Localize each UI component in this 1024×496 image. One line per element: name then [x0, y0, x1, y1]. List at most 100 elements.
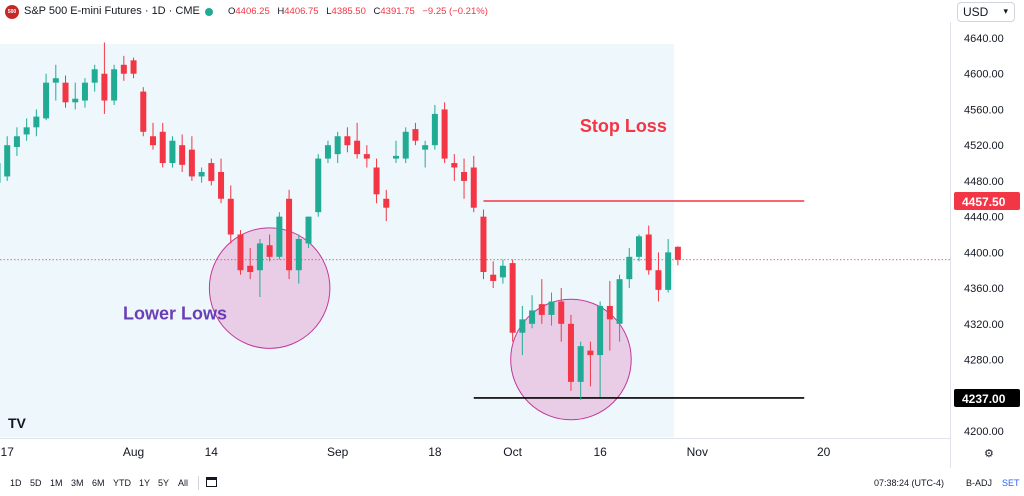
candle-body [558, 301, 565, 324]
candle [431, 104, 438, 150]
candle-body [451, 163, 458, 168]
candle-body [111, 69, 118, 101]
y-tick-label: 4200.00 [964, 426, 1004, 438]
timeframe-1y[interactable]: 1Y [139, 478, 151, 488]
timeframe-6m[interactable]: 6M [92, 478, 105, 488]
candle-body [655, 270, 662, 290]
candle-body [81, 82, 88, 101]
adjustment-toggle[interactable]: B-ADJ [966, 478, 993, 488]
candle [120, 55, 127, 81]
candle [509, 259, 516, 342]
candle [645, 225, 652, 275]
candle-body [412, 129, 419, 141]
gear-icon[interactable]: ⚙ [984, 448, 994, 460]
candle [286, 189, 293, 280]
session-toggle[interactable]: SET [1002, 478, 1020, 488]
candle-body [567, 323, 574, 382]
candle [218, 158, 225, 204]
x-tick-label: 16 [593, 445, 607, 459]
candle-body [334, 136, 341, 155]
candle [91, 64, 98, 92]
candle [140, 87, 147, 137]
candle-body [393, 155, 399, 159]
y-tick-label: 4320.00 [964, 319, 1004, 331]
candle-body [626, 256, 633, 280]
timeframe-1m[interactable]: 1M [50, 478, 63, 488]
candle [344, 127, 351, 153]
candle [587, 341, 594, 387]
candle-body [237, 234, 244, 271]
y-tick-label: 4400.00 [964, 247, 1004, 259]
candle [519, 305, 526, 356]
candle-body [62, 82, 69, 103]
clock[interactable]: 07:38:24 (UTC-4) [874, 478, 945, 488]
candle [499, 259, 506, 284]
candle-body [13, 136, 20, 147]
candle [23, 118, 30, 141]
candle-body [499, 265, 506, 278]
timeframe-ytd[interactable]: YTD [113, 478, 131, 488]
candle [461, 158, 468, 199]
candle [227, 185, 234, 244]
timeframe-1d[interactable]: 1D [10, 478, 22, 488]
timeframe-5y[interactable]: 5Y [158, 478, 170, 488]
candle-body [373, 167, 380, 195]
candle [597, 301, 604, 398]
ohlc-readout: O4406.25 H4406.75 L4385.50 C4391.75 −9.2… [228, 6, 488, 17]
candle-body [188, 149, 195, 177]
candle-body [363, 154, 370, 159]
open-label: O [228, 6, 236, 17]
candle-body [169, 140, 176, 164]
candle-body [23, 127, 30, 135]
candle [412, 122, 419, 146]
candle [198, 167, 205, 183]
candle-body [587, 350, 594, 356]
close-label: C [373, 6, 381, 17]
candle [159, 122, 166, 168]
symbol-logo[interactable]: 500 [5, 5, 19, 19]
candle-body [344, 136, 351, 146]
candle [179, 134, 186, 172]
candle-body [383, 198, 390, 208]
candle [655, 252, 662, 302]
candle-body [159, 131, 166, 164]
candle [315, 154, 322, 217]
y-tick-label: 4480.00 [964, 176, 1004, 188]
timeframe-all[interactable]: All [178, 478, 189, 488]
candle-body [470, 167, 477, 208]
candle-body [247, 265, 254, 273]
candle [451, 154, 458, 181]
candle [295, 234, 302, 284]
candle-body [101, 73, 108, 101]
currency-selector[interactable]: USD ▾ [957, 2, 1015, 22]
y-tick-label: 4640.00 [964, 33, 1004, 45]
candle-body [538, 304, 545, 315]
price-label-bg [954, 192, 1020, 211]
candle-body [665, 252, 672, 290]
symbol-title[interactable]: S&P 500 E-mini Futures · 1D · CME [24, 5, 200, 17]
annotation-lower-lows: Lower Lows [123, 303, 227, 323]
x-tick-label: 18 [428, 445, 442, 459]
timeframe-3m[interactable]: 3M [71, 478, 84, 488]
candle-body [548, 301, 555, 315]
candle [276, 212, 283, 260]
candle [558, 288, 565, 342]
high-label: H [277, 6, 285, 17]
candle [577, 341, 584, 400]
x-tick-label: Oct [503, 445, 522, 459]
candle-body [461, 171, 468, 181]
market-status-dot [205, 8, 213, 16]
candle-body [402, 131, 409, 159]
candle [256, 238, 263, 298]
calendar-icon[interactable] [206, 477, 217, 487]
candle [393, 140, 399, 164]
annotation-stop-loss: Stop Loss [580, 116, 667, 136]
y-tick-label: 4280.00 [964, 355, 1004, 367]
timeframe-5d[interactable]: 5D [30, 478, 42, 488]
candle-body [227, 198, 234, 235]
candle [334, 131, 341, 164]
y-tick-label: 4600.00 [964, 69, 1004, 81]
symbol-header: 500 S&P 500 E-mini Futures · 1D · CME O4… [0, 0, 950, 22]
candle-body [324, 145, 331, 159]
